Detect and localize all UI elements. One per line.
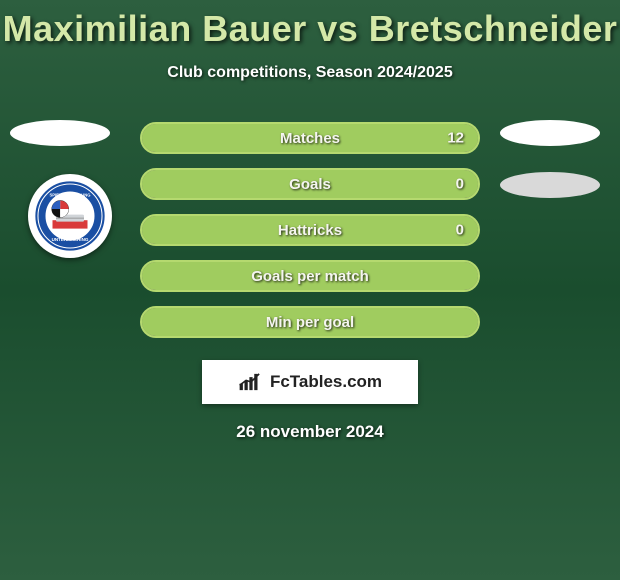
stat-label: Goals per match bbox=[251, 268, 369, 285]
stat-value: 0 bbox=[456, 176, 464, 193]
svg-text:UNTERHACHING: UNTERHACHING bbox=[52, 237, 89, 242]
stat-row-matches: Matches 12 bbox=[140, 122, 480, 154]
stat-value: 0 bbox=[456, 222, 464, 239]
brand-box: FcTables.com bbox=[202, 360, 418, 404]
stat-row-min-per-goal: Min per goal bbox=[140, 306, 480, 338]
chart-icon bbox=[238, 372, 264, 392]
stat-rows: Matches 12 Goals 0 Hattricks 0 Goals per… bbox=[140, 122, 480, 338]
stat-row-goals-per-match: Goals per match bbox=[140, 260, 480, 292]
stat-label: Matches bbox=[280, 130, 340, 147]
stat-label: Min per goal bbox=[266, 314, 354, 331]
stat-label: Hattricks bbox=[278, 222, 342, 239]
brand-text: FcTables.com bbox=[270, 372, 382, 392]
player-right-placeholder-2-icon bbox=[500, 172, 600, 198]
player-right-placeholder-icon bbox=[500, 120, 600, 146]
stat-row-goals: Goals 0 bbox=[140, 168, 480, 200]
stat-value: 12 bbox=[447, 130, 464, 147]
page-title: Maximilian Bauer vs Bretschneider bbox=[0, 0, 620, 50]
stat-row-hattricks: Hattricks 0 bbox=[140, 214, 480, 246]
stat-label: Goals bbox=[289, 176, 331, 193]
svg-text:SPIELVEREINIGUNG: SPIELVEREINIGUNG bbox=[49, 192, 90, 197]
club-logo-icon: SPIELVEREINIGUNG UNTERHACHING bbox=[28, 174, 112, 258]
stats-area: SPIELVEREINIGUNG UNTERHACHING Matches 12… bbox=[0, 122, 620, 442]
subtitle: Club competitions, Season 2024/2025 bbox=[0, 64, 620, 82]
date-line: 26 november 2024 bbox=[0, 422, 620, 442]
player-left-placeholder-icon bbox=[10, 120, 110, 146]
